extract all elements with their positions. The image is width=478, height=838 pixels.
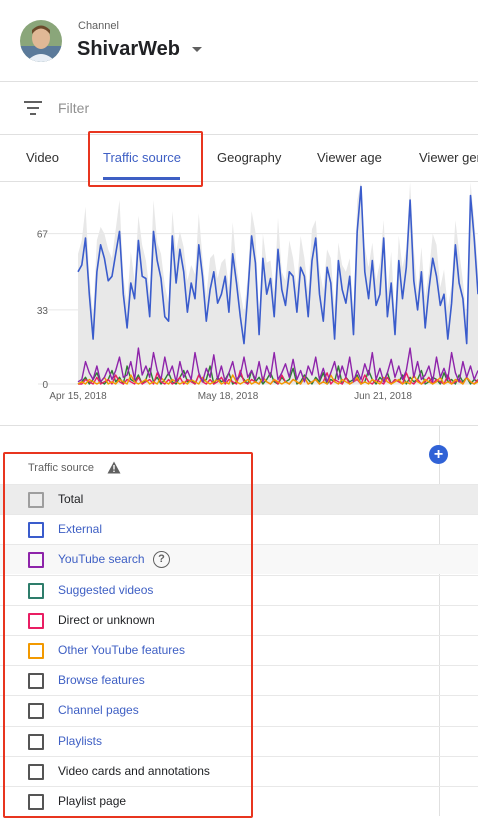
table-row[interactable]: Suggested videos	[0, 574, 478, 605]
row-label: Playlist page	[58, 794, 127, 808]
tab-viewer-age[interactable]: Viewer age	[317, 150, 382, 165]
traffic-source-table: + Traffic source Total External YouTube se…	[0, 425, 478, 838]
tab-highlight-box	[88, 131, 203, 187]
filter-bar[interactable]: Filter	[0, 83, 478, 135]
column-divider	[439, 426, 440, 816]
series-line	[77, 347, 478, 383]
table-row[interactable]: Playlists	[0, 725, 478, 756]
tab-geography[interactable]: Geography	[217, 150, 282, 165]
report-tabs: Video Traffic source Geography Viewer ag…	[0, 136, 478, 182]
row-label[interactable]: YouTube search	[58, 552, 145, 567]
channel-avatar[interactable]	[20, 20, 62, 62]
row-label[interactable]: Suggested videos	[58, 582, 154, 597]
row-checkbox[interactable]	[28, 522, 44, 539]
row-label: Video cards and annotations	[58, 763, 210, 778]
row-checkbox[interactable]	[28, 673, 44, 690]
row-checkbox[interactable]	[28, 612, 44, 629]
traffic-chart-svg: 0 33 67 Apr 15, 2018 May 18, 2018 Jun 21, 201…	[37, 182, 478, 402]
filter-input[interactable]: Filter	[58, 100, 90, 116]
table-row[interactable]: Other YouTube features	[0, 635, 478, 665]
row-label[interactable]: External	[58, 522, 103, 537]
row-label: Total	[58, 492, 84, 506]
warning-icon[interactable]	[107, 461, 121, 474]
row-label[interactable]: Channel pages	[58, 703, 139, 718]
table-row[interactable]: YouTube search?	[0, 544, 478, 575]
table-row[interactable]: Browse features	[0, 665, 478, 695]
x-tick-label: Jun 21, 2018	[354, 391, 412, 402]
series-line	[77, 185, 478, 345]
row-checkbox[interactable]	[28, 643, 44, 659]
x-tick-label: Apr 15, 2018	[49, 391, 107, 402]
x-tick-label: May 18, 2018	[198, 391, 259, 402]
row-checkbox[interactable]	[28, 763, 44, 780]
table-row[interactable]: Direct or unknown	[0, 604, 478, 635]
table-row[interactable]: Total	[0, 484, 478, 514]
y-tick-label: 0	[42, 380, 48, 391]
tab-video[interactable]: Video	[26, 150, 60, 165]
help-icon[interactable]: ?	[153, 551, 170, 569]
row-checkbox[interactable]	[28, 794, 44, 810]
row-label[interactable]: Playlists	[58, 733, 103, 748]
row-checkbox[interactable]	[28, 582, 44, 599]
row-label[interactable]: Browse features	[58, 673, 145, 688]
channel-header: Channel ShivarWeb	[0, 0, 478, 82]
channel-name[interactable]: ShivarWeb	[77, 38, 180, 60]
total-area	[78, 182, 478, 384]
table-row[interactable]: Video cards and annotations	[0, 755, 478, 786]
chevron-down-icon[interactable]	[192, 47, 202, 52]
tab-traffic-source[interactable]: Traffic source	[103, 150, 182, 165]
row-label: Direct or unknown	[58, 612, 155, 627]
filter-icon[interactable]	[24, 101, 42, 115]
table-row[interactable]: Channel pages	[0, 695, 478, 725]
add-metric-button[interactable]: +	[429, 445, 448, 464]
active-tab-indicator	[103, 177, 180, 180]
row-checkbox[interactable]	[28, 703, 44, 720]
list-highlight-box	[3, 452, 253, 818]
row-checkbox[interactable]	[28, 492, 44, 508]
traffic-chart: 0 33 67 Apr 15, 2018 May 18, 2018 Jun 21, 201…	[0, 182, 478, 412]
row-checkbox[interactable]	[28, 733, 44, 750]
table-row[interactable]: Playlist page	[0, 786, 478, 816]
table-row[interactable]: External	[0, 514, 478, 544]
tab-viewer-gender[interactable]: Viewer ger	[419, 150, 478, 165]
traffic-source-header[interactable]: Traffic source	[28, 462, 95, 474]
y-tick-label: 67	[37, 230, 49, 241]
channel-caption: Channel	[78, 20, 119, 32]
row-label[interactable]: Other YouTube features	[58, 643, 185, 657]
series-line	[77, 374, 478, 385]
y-tick-label: 33	[37, 306, 49, 317]
row-checkbox[interactable]	[28, 552, 44, 569]
